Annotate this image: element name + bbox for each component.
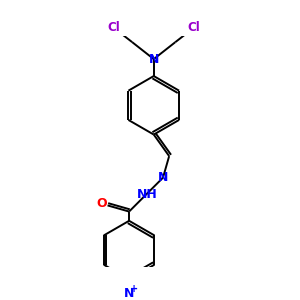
Text: N: N: [124, 287, 134, 300]
Text: N: N: [148, 52, 159, 66]
Text: Cl: Cl: [107, 21, 120, 34]
Text: Cl: Cl: [188, 21, 200, 34]
Text: +: +: [130, 284, 139, 294]
Text: O: O: [97, 197, 107, 210]
Text: NH: NH: [137, 188, 158, 201]
Text: N: N: [158, 171, 168, 184]
